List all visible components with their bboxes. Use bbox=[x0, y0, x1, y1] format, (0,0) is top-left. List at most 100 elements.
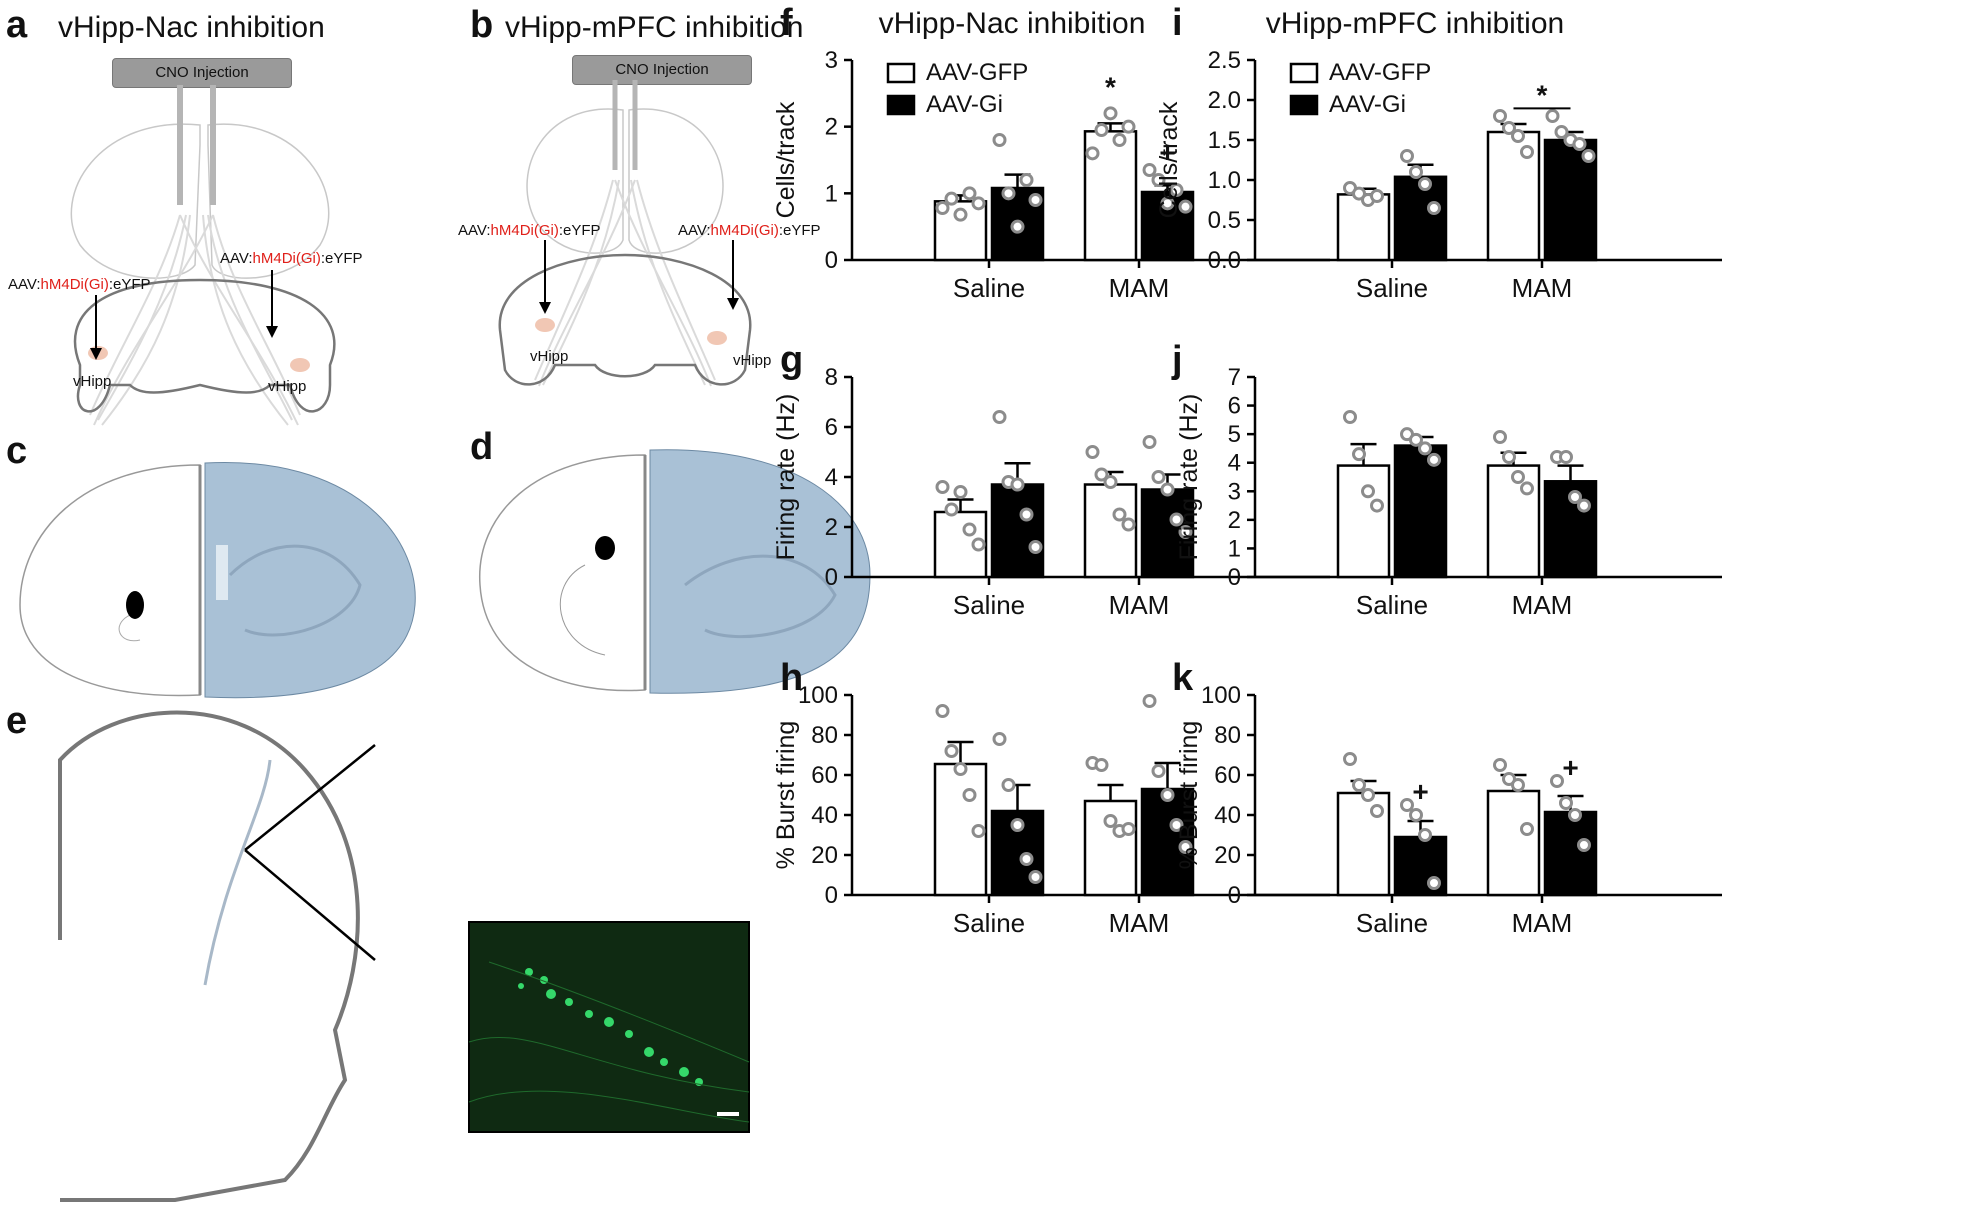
data-point bbox=[935, 201, 950, 215]
panel-b-title: vHipp-mPFC inhibition bbox=[505, 11, 804, 44]
chart-f-letter: f bbox=[780, 2, 793, 44]
y-tick-label: 0.0 bbox=[1208, 247, 1241, 274]
y-tick-label: 0 bbox=[825, 247, 838, 274]
data-point bbox=[1151, 764, 1166, 778]
data-point bbox=[944, 502, 959, 517]
y-tick-label: 1.0 bbox=[1208, 167, 1241, 194]
y-tick-label: 0 bbox=[1228, 882, 1241, 909]
data-point bbox=[1493, 430, 1507, 444]
chart-i-letter: i bbox=[1172, 2, 1183, 44]
data-point bbox=[1568, 490, 1582, 504]
y-tick-label: 20 bbox=[811, 842, 838, 869]
data-point bbox=[1400, 149, 1414, 163]
y-tick-label: 7 bbox=[1228, 364, 1241, 391]
y-tick-label: 2.0 bbox=[1208, 87, 1241, 114]
data-point bbox=[971, 537, 986, 552]
data-point bbox=[1400, 798, 1414, 812]
data-point bbox=[1094, 467, 1109, 482]
chart-k-letter: k bbox=[1172, 657, 1194, 699]
panel-a-brain-schematic bbox=[70, 85, 336, 426]
data-point bbox=[944, 191, 959, 206]
data-point bbox=[1121, 517, 1136, 532]
y-tick-label: 3 bbox=[1228, 478, 1241, 505]
panel-b-letter: b bbox=[470, 4, 494, 46]
data-point bbox=[962, 788, 977, 802]
data-point bbox=[962, 186, 977, 201]
data-point bbox=[1103, 475, 1118, 489]
chart-i: i vHipp-mPFC inhibition 0.0 0.5 1.0 1.5 2.0 2.5… bbox=[1155, 2, 1722, 303]
data-point bbox=[1010, 818, 1025, 832]
data-point bbox=[1085, 146, 1100, 161]
data-point bbox=[1493, 109, 1507, 123]
y-tick-label: 40 bbox=[1214, 802, 1241, 829]
chart-i-title: vHipp-mPFC inhibition bbox=[1266, 7, 1564, 40]
data-point bbox=[1352, 778, 1366, 792]
data-point bbox=[1370, 498, 1384, 513]
y-axis-label: Cells/track bbox=[1155, 101, 1183, 218]
x-tick-label-saline: Saline bbox=[1356, 908, 1428, 938]
data-point bbox=[1511, 778, 1525, 792]
legend-swatch-aav-gi bbox=[886, 94, 916, 116]
panel-b-aav-label-right: AAV:hM4Di(Gi):eYFP bbox=[678, 222, 821, 239]
data-point bbox=[1545, 109, 1560, 123]
data-point bbox=[962, 522, 977, 537]
data-point bbox=[1493, 758, 1507, 772]
data-point bbox=[1142, 435, 1157, 449]
panel-a-title: vHipp-Nac inhibition bbox=[58, 11, 325, 44]
y-tick-label: 1.5 bbox=[1208, 127, 1241, 154]
data-point bbox=[1577, 838, 1591, 852]
legend-label-aav-gfp: AAV-GFP bbox=[1329, 59, 1431, 86]
data-point bbox=[1427, 201, 1441, 215]
y-tick-label: 60 bbox=[811, 762, 838, 789]
data-point bbox=[1028, 870, 1043, 884]
x-tick-label-mam: MAM bbox=[1109, 908, 1170, 938]
panel-d-letter: d bbox=[470, 426, 494, 468]
y-tick-label: 100 bbox=[798, 682, 838, 709]
y-tick-label: 2 bbox=[825, 114, 838, 141]
chart-h-letter: h bbox=[780, 657, 803, 699]
chart-h: h 0 20 40 60 80 100 % Burst firing Saline MAM bbox=[772, 657, 1330, 938]
data-point bbox=[1019, 173, 1034, 187]
data-point bbox=[1550, 774, 1564, 788]
data-point bbox=[1370, 804, 1384, 818]
panel-d-histology bbox=[479, 449, 871, 694]
y-tick-label: 1 bbox=[825, 180, 838, 207]
data-point bbox=[1094, 123, 1109, 137]
panel-a-cno-label: CNO Injection bbox=[112, 58, 292, 88]
data-point bbox=[1511, 129, 1525, 143]
panel-b-brain-schematic bbox=[498, 80, 752, 387]
data-point bbox=[1520, 822, 1534, 836]
y-tick-label: 4 bbox=[825, 464, 838, 491]
y-tick-label: 40 bbox=[811, 802, 838, 829]
data-point bbox=[1343, 752, 1357, 766]
bar-aav-gi-mam bbox=[1543, 810, 1598, 897]
y-tick-label: 4 bbox=[1228, 450, 1241, 477]
y-tick-label: 80 bbox=[811, 722, 838, 749]
data-point bbox=[1427, 452, 1441, 467]
data-point bbox=[1352, 186, 1366, 201]
data-point bbox=[1352, 447, 1366, 462]
data-point bbox=[1010, 477, 1025, 492]
legend-swatch-aav-gfp bbox=[886, 62, 916, 84]
y-tick-label: 60 bbox=[1214, 762, 1241, 789]
data-point bbox=[1121, 119, 1136, 134]
significance-marker: + bbox=[1562, 752, 1578, 783]
panel-e-letter: e bbox=[6, 700, 28, 742]
y-tick-label: 8 bbox=[825, 364, 838, 391]
data-point bbox=[1121, 822, 1136, 836]
x-tick-label-mam: MAM bbox=[1109, 590, 1170, 620]
y-axis-label: Firing rate (Hz) bbox=[1175, 394, 1203, 561]
data-point bbox=[1418, 177, 1432, 191]
data-point bbox=[1169, 183, 1184, 197]
y-tick-label: 2 bbox=[1228, 507, 1241, 534]
chart-g-letter: g bbox=[780, 339, 803, 381]
panel-e-section-outline bbox=[58, 710, 376, 1202]
data-point bbox=[1019, 507, 1034, 522]
significance-marker: + bbox=[1159, 137, 1175, 168]
data-point bbox=[992, 133, 1007, 147]
data-point bbox=[992, 410, 1007, 424]
significance-marker: + bbox=[1412, 776, 1428, 807]
panel-b-vhipp-left: vHipp bbox=[530, 348, 569, 365]
data-point bbox=[1502, 450, 1516, 464]
data-point bbox=[1103, 814, 1118, 828]
